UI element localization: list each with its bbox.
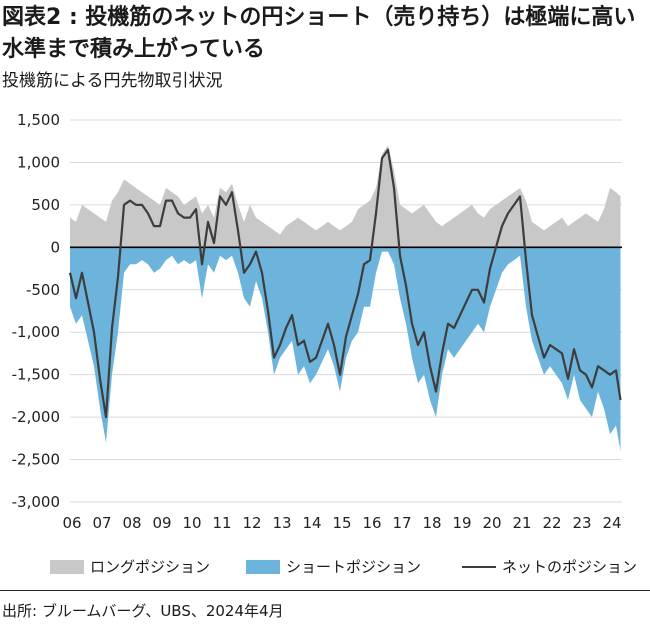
source-divider	[0, 590, 650, 591]
x-tick-label: 13	[272, 514, 291, 532]
legend-label-short: ショートポジション	[286, 558, 422, 576]
y-tick-label: -1,500	[12, 366, 60, 384]
legend-swatch-net	[462, 565, 496, 568]
x-tick-label: 16	[362, 514, 381, 532]
short-position-area	[70, 247, 621, 452]
y-tick-label: -2,500	[12, 451, 60, 469]
legend-swatch-short	[246, 559, 280, 574]
futures-position-chart: 1,500 1,000 500 0 -500 -1,000 -1,500 -2,000 -2,5…	[12, 111, 622, 532]
long-position-area	[70, 145, 621, 248]
x-tick-label: 15	[332, 514, 351, 532]
x-tick-label: 08	[122, 514, 141, 532]
x-tick-label: 17	[392, 514, 411, 532]
legend-swatch-long	[50, 559, 84, 574]
x-tick-label: 07	[92, 514, 111, 532]
x-tick-label: 09	[152, 514, 171, 532]
y-tick-label: -2,000	[12, 408, 60, 426]
chart-title: 図表2 : 投機筋のネットの円ショート（売り持ち）は極端に高い水準まで積み上がっ…	[2, 5, 636, 62]
chart-subtitle: 投機筋による円先物取引状況	[2, 71, 223, 91]
x-tick-label: 23	[572, 514, 591, 532]
legend-label-net: ネットのポジション	[502, 558, 638, 576]
y-tick-label: -3,000	[12, 493, 60, 511]
legend-label-long: ロングポジション	[90, 558, 211, 576]
legend-item-net: ネットのポジション	[462, 556, 637, 577]
x-tick-label: 12	[242, 514, 261, 532]
source-note: 出所: ブルームバーグ、UBS、2024年4月	[2, 602, 284, 620]
net-position-line	[68, 148, 622, 419]
legend-item-short: ショートポジション	[246, 556, 421, 577]
y-tick-label: 0	[50, 238, 60, 256]
x-tick-label: 21	[512, 514, 531, 532]
x-tick-label: 14	[302, 514, 321, 532]
x-tick-label: 18	[422, 514, 441, 532]
legend-item-long: ロングポジション	[50, 556, 210, 577]
y-tick-label: 500	[31, 196, 60, 214]
y-tick-label: -1,000	[12, 323, 60, 341]
chart-legend: ロングポジション ショートポジション ネットのポジション	[50, 556, 650, 582]
y-tick-label: 1,500	[17, 111, 60, 129]
x-tick-label: 19	[452, 514, 471, 532]
y-tick-label: 1,000	[17, 153, 60, 171]
x-tick-label: 20	[482, 514, 501, 532]
x-tick-label: 11	[212, 514, 231, 532]
x-tick-label: 10	[182, 514, 201, 532]
x-tick-label: 06	[62, 514, 81, 532]
x-tick-label: 22	[542, 514, 561, 532]
x-tick-label: 24	[602, 514, 621, 532]
y-tick-label: -500	[26, 281, 60, 299]
